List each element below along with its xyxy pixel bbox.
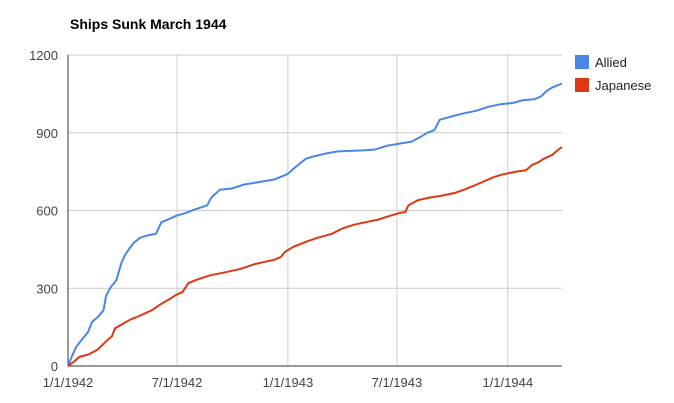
y-tick-label: 300 <box>36 281 58 296</box>
x-tick-label: 1/1/1944 <box>482 375 533 390</box>
chart-title: Ships Sunk March 1944 <box>70 16 227 32</box>
x-tick-label: 7/1/1943 <box>372 375 423 390</box>
y-tick-label: 600 <box>36 204 58 219</box>
x-tick-label: 7/1/1942 <box>152 375 203 390</box>
x-tick-label: 1/1/1943 <box>263 375 314 390</box>
y-tick-label: 1200 <box>29 48 58 63</box>
legend-label-japanese: Japanese <box>595 78 651 93</box>
legend-swatch-allied <box>575 55 589 69</box>
legend-swatch-japanese <box>575 78 589 92</box>
series-line-japanese <box>67 146 563 367</box>
legend: Allied Japanese <box>575 55 651 93</box>
legend-label-allied: Allied <box>595 55 627 70</box>
axes: 0 300 600 900 1200 1/1/1942 7/1/1942 1/1/1943 7/… <box>29 48 562 390</box>
series-lines <box>67 82 563 367</box>
series-line-allied <box>67 82 563 367</box>
y-tick-label: 900 <box>36 126 58 141</box>
grid <box>67 54 562 366</box>
x-tick-label: 1/1/1942 <box>43 375 94 390</box>
y-tick-label: 0 <box>51 359 58 374</box>
